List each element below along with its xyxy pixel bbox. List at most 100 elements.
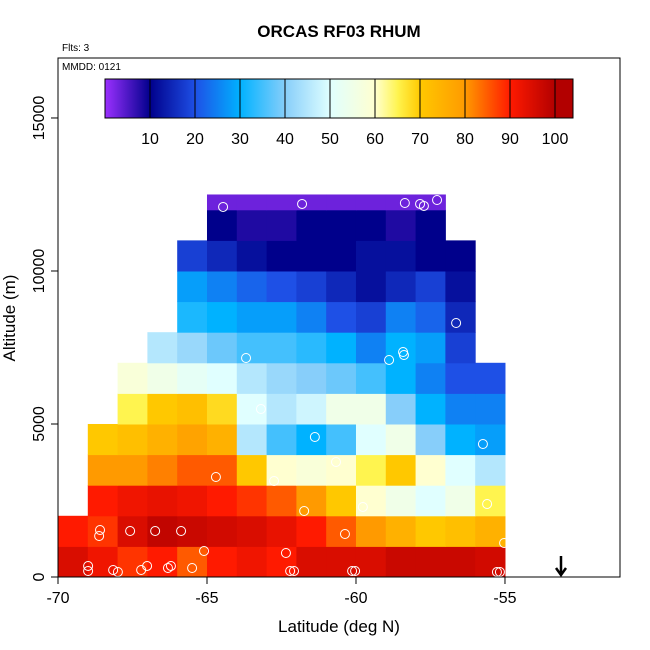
colorbar-segment <box>330 79 376 118</box>
heatmap-cell <box>206 454 238 486</box>
heatmap-cell <box>147 362 178 394</box>
heatmap-cell <box>385 240 417 272</box>
colorbar-tick-label: 20 <box>186 131 204 148</box>
heatmap-cell <box>445 240 476 272</box>
heatmap-cell <box>326 393 357 425</box>
heatmap-cell <box>236 209 268 241</box>
heatmap-cell <box>296 515 327 547</box>
heatmap-cell <box>206 393 238 425</box>
heatmap-cell <box>385 546 417 578</box>
heatmap-cell <box>326 301 357 333</box>
heatmap-cell <box>206 332 238 364</box>
heatmap-cell <box>475 515 506 547</box>
heatmap-cell <box>296 423 327 456</box>
heatmap-cell <box>266 240 297 272</box>
heatmap-cell <box>385 515 417 547</box>
sample-point <box>83 566 94 577</box>
sample-point <box>83 560 94 571</box>
sample-point <box>451 318 462 329</box>
y-axis-label: Altitude (m) <box>0 275 19 362</box>
sample-point <box>357 501 368 512</box>
y-tick-label: 5000 <box>31 406 48 442</box>
heatmap-cell <box>326 240 357 272</box>
sample-point <box>125 526 136 537</box>
sample-point <box>418 200 429 211</box>
flights-note: Flts: 3 <box>62 43 90 54</box>
sample-point <box>199 545 210 556</box>
sample-point <box>350 566 361 577</box>
colorbar-tick-label: 90 <box>501 131 519 148</box>
heatmap-cell <box>355 301 387 333</box>
sample-point <box>108 564 119 575</box>
heatmap-cell <box>445 332 476 364</box>
heatmap-cell <box>206 485 238 517</box>
heatmap-cell <box>266 515 297 547</box>
colorbar-segment <box>397 79 421 118</box>
heatmap-cell <box>266 454 297 486</box>
sample-point <box>339 529 350 540</box>
sample-point <box>94 530 105 541</box>
sample-point <box>187 563 198 574</box>
sample-point <box>477 439 488 450</box>
colorbar-frame <box>104 78 574 119</box>
heatmap-cell <box>147 515 178 547</box>
heatmap-cell <box>326 362 357 394</box>
heatmap-cell <box>355 515 387 547</box>
heatmap-cell <box>87 423 119 456</box>
colorbar-tick-label: 50 <box>321 131 339 148</box>
heatmap-cell <box>147 332 178 364</box>
heatmap-cell <box>445 454 476 486</box>
sample-point <box>331 456 342 467</box>
sample-point <box>210 471 221 482</box>
chart-title: ORCAS RF03 RHUM <box>257 22 420 41</box>
heatmap-cell <box>147 393 178 425</box>
heatmap-cell <box>475 393 506 425</box>
heatmap-cell <box>117 454 148 486</box>
sample-point <box>241 352 252 363</box>
heatmap-cell <box>445 270 476 303</box>
colorbar-tick-label: 80 <box>456 131 474 148</box>
heatmap-cell <box>266 270 297 303</box>
colorbar-segment <box>150 79 196 118</box>
x-tick-label: -65 <box>195 590 218 607</box>
heatmap-cell <box>117 515 148 547</box>
heatmap-cell <box>385 454 417 486</box>
sample-point <box>398 349 409 360</box>
y-tick-label: 15000 <box>31 96 48 141</box>
heatmap-cell <box>415 393 446 425</box>
colorbar-tick-label: 70 <box>411 131 429 148</box>
heatmap-cell <box>415 209 446 241</box>
heatmap-cell <box>415 454 446 486</box>
heatmap-cell <box>385 393 417 425</box>
heatmap-cell <box>385 270 417 303</box>
heatmap-cell <box>206 270 238 303</box>
heatmap-cell <box>326 454 357 486</box>
x-tick-label: -60 <box>344 590 367 607</box>
heatmap-cell <box>475 423 506 456</box>
heatmap-cell <box>177 423 208 456</box>
colorbar-tick-label: 100 <box>542 131 569 148</box>
heatmap-cell <box>266 209 297 241</box>
heatmap-cell <box>326 485 357 517</box>
heatmap-cell <box>355 454 387 486</box>
heatmap-cell <box>177 362 208 394</box>
sample-point <box>269 476 280 487</box>
heatmap-cell <box>236 546 268 578</box>
sample-point <box>297 198 308 209</box>
heatmap-cell <box>296 194 327 211</box>
colorbar-segment <box>285 79 331 118</box>
heatmap-cell <box>266 301 297 333</box>
heatmap-cell <box>415 423 446 456</box>
heatmap-cell <box>177 332 208 364</box>
heatmap-cell <box>326 332 357 364</box>
heatmap-cell <box>177 301 208 333</box>
heatmap-cell <box>475 454 506 486</box>
heatmap-cell <box>355 209 387 241</box>
sample-point <box>482 498 493 509</box>
heatmap-cell <box>266 332 297 364</box>
heatmap-cell <box>445 301 476 333</box>
heatmap-cell <box>445 515 476 547</box>
heatmap-cell <box>177 393 208 425</box>
heatmap-cell <box>266 423 297 456</box>
